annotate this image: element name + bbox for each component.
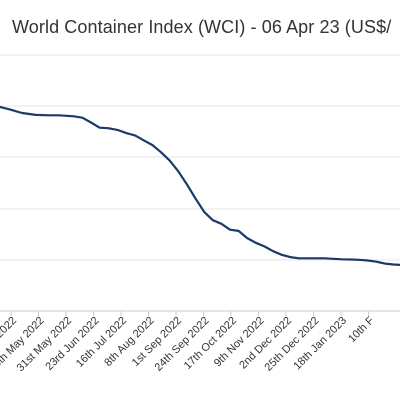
gridlines (0, 54, 400, 261)
x-axis-ticks (10, 311, 369, 316)
series-line (0, 105, 400, 266)
chart-title: World Container Index (WCI) - 06 Apr 23 … (12, 17, 392, 37)
x-tick-label: 10th F (346, 314, 377, 345)
